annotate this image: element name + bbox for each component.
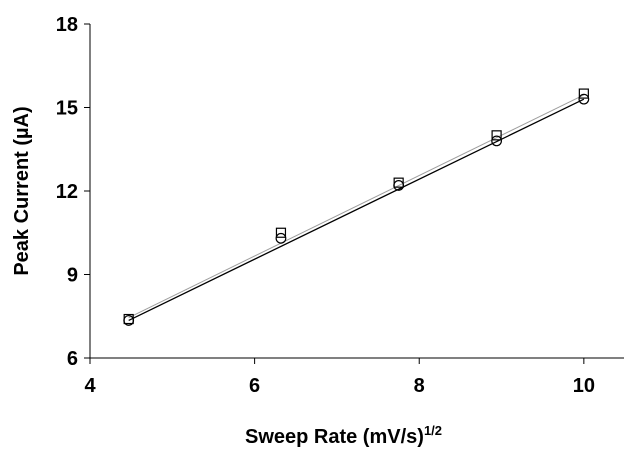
trendline-square: [128, 94, 585, 319]
data-point-circle: [393, 180, 405, 191]
trendline-circle: [128, 98, 585, 322]
y-tick-label: 6: [67, 348, 78, 370]
x-axis-title-main: Sweep Rate (mV/s): [245, 426, 424, 448]
data-point-circle: [275, 232, 287, 244]
x-tick-label: 8: [414, 375, 425, 397]
data-point-square: [491, 130, 502, 141]
x-axis-title-superscript: 1/2: [424, 423, 442, 438]
series-circle: [123, 93, 590, 326]
x-tick-label: 4: [84, 375, 96, 397]
data-point-square: [578, 88, 589, 99]
data-point-circle: [578, 93, 590, 105]
x-tick-label: 10: [573, 375, 595, 397]
y-tick-label: 12: [56, 181, 78, 203]
y-ticks: 6 9 12 15 18: [56, 14, 90, 370]
y-tick-label: 18: [56, 14, 78, 36]
data-point-circle: [123, 315, 135, 326]
x-tick-label: 6: [249, 375, 260, 397]
y-tick-label: 9: [67, 265, 78, 287]
data-point-circle: [491, 135, 503, 147]
x-axis-title: Sweep Rate (mV/s)1/2: [245, 423, 442, 448]
data-point-square: [275, 227, 287, 238]
y-tick-label: 15: [56, 98, 78, 120]
series-layer: [123, 88, 590, 326]
x-ticks: 4 6 8 10: [84, 358, 595, 397]
y-axis-title: Peak Current (µA): [11, 106, 33, 275]
